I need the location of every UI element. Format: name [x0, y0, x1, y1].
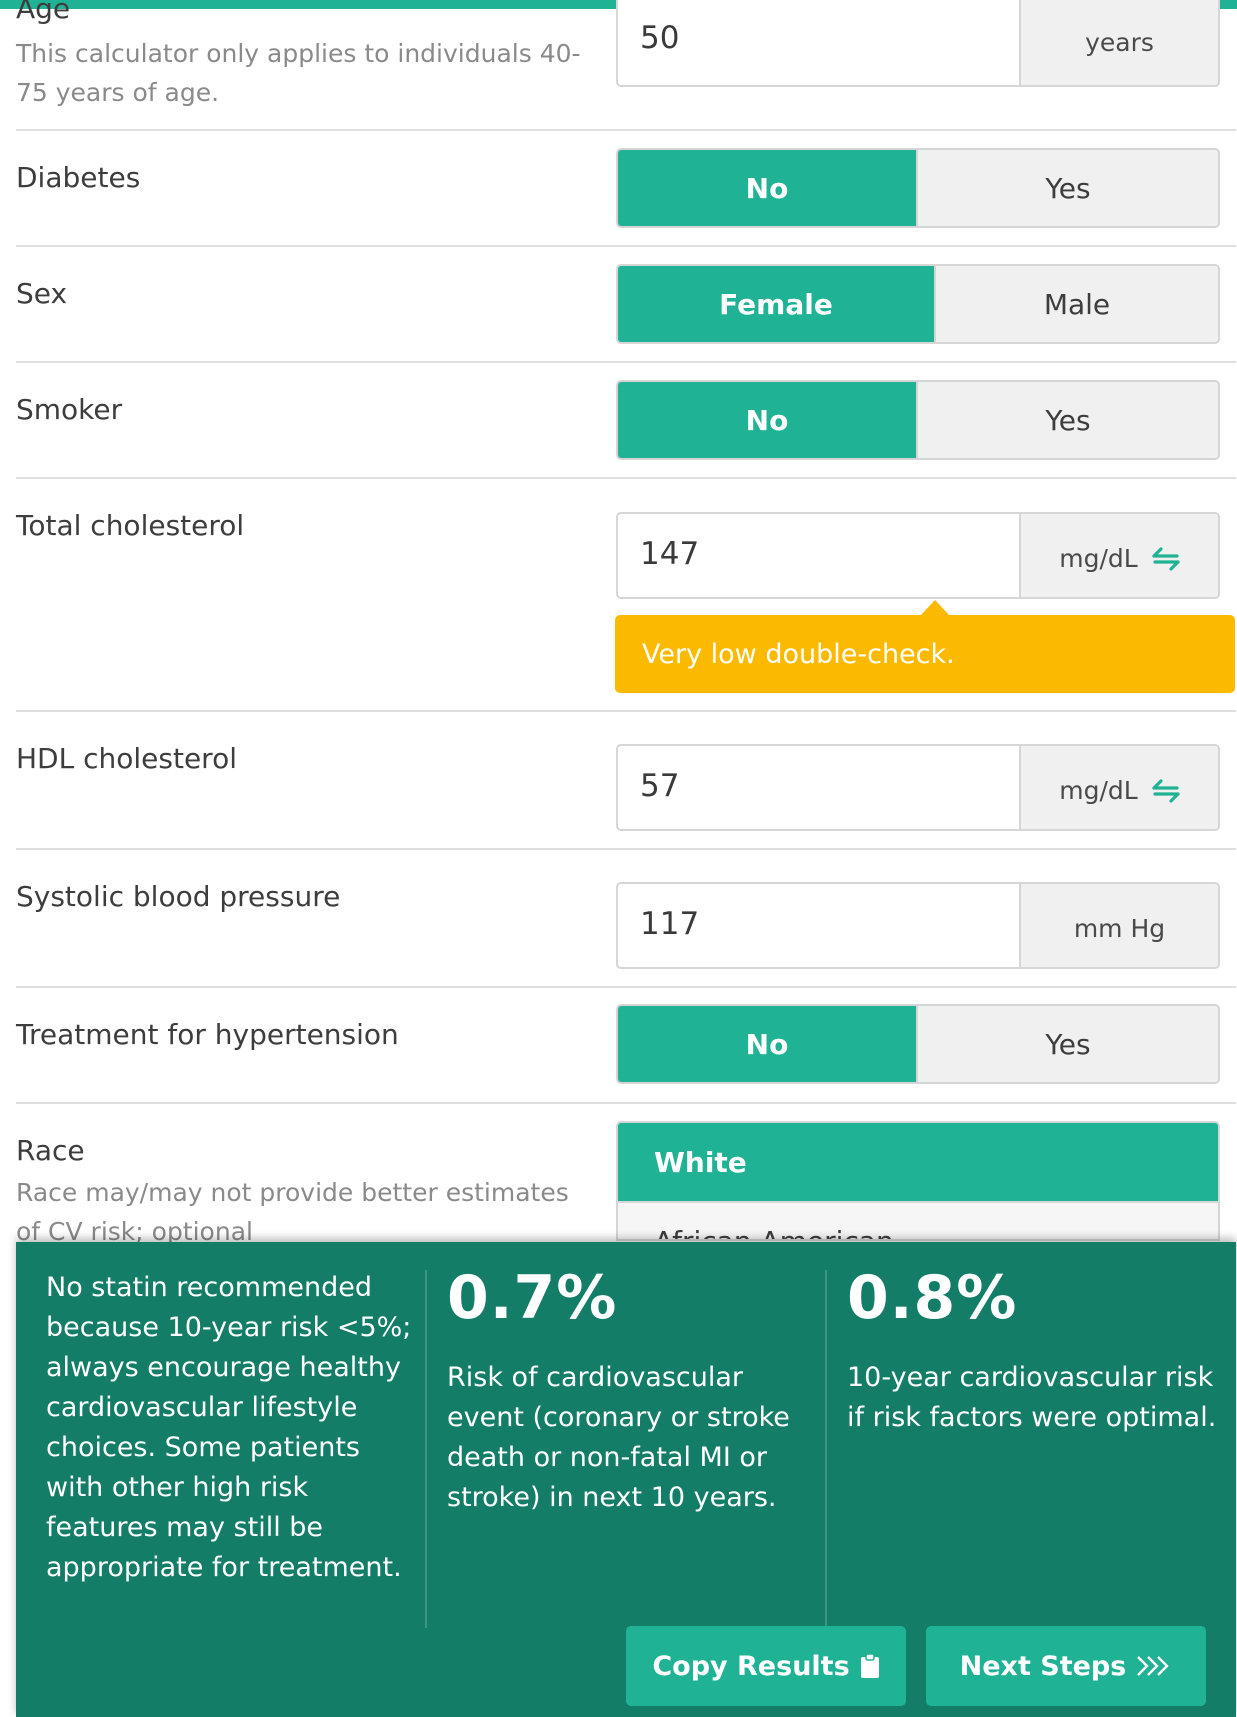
- diabetes-toggle[interactable]: No Yes: [616, 148, 1220, 228]
- warning-pointer: [920, 600, 950, 616]
- results-divider: [425, 1270, 427, 1628]
- sbp-label: Systolic blood pressure: [16, 880, 341, 913]
- next-steps-label: Next Steps: [959, 1650, 1127, 1682]
- results-divider: [825, 1270, 827, 1628]
- hypertension-label: Treatment for hypertension: [16, 1018, 399, 1051]
- statin-recommendation: No statin recommended because 10-year ri…: [46, 1272, 412, 1583]
- next-steps-button[interactable]: Next Steps: [926, 1626, 1206, 1706]
- total-cholesterol-row: Total cholesterol: [16, 479, 1236, 712]
- total-cholesterol-warning: Very low double-check.: [615, 615, 1235, 693]
- smoker-label: Smoker: [16, 393, 123, 426]
- sbp-unit: mm Hg: [1019, 884, 1218, 967]
- optimal-risk-result: 0.8% 10-year cardiovascular risk if risk…: [847, 1268, 1217, 1438]
- sbp-input[interactable]: 117: [640, 906, 700, 942]
- age-label: Age: [16, 0, 71, 25]
- age-field[interactable]: 50 years: [616, 0, 1220, 87]
- sbp-row: Systolic blood pressure: [16, 850, 1236, 988]
- hypertension-no-option[interactable]: No: [618, 1006, 916, 1082]
- diabetes-row: Diabetes: [16, 131, 1236, 247]
- hypertension-yes-option[interactable]: Yes: [916, 1006, 1218, 1082]
- total-cholesterol-unit-toggle[interactable]: mg/dL: [1019, 514, 1218, 597]
- smoker-yes-option[interactable]: Yes: [916, 382, 1218, 458]
- diabetes-label: Diabetes: [16, 161, 141, 194]
- diabetes-no-option[interactable]: No: [618, 150, 916, 226]
- copy-results-label: Copy Results: [652, 1650, 850, 1682]
- total-cholesterol-input[interactable]: 147: [640, 536, 700, 572]
- risk-value: 0.7%: [447, 1263, 618, 1333]
- hypertension-row: Treatment for hypertension: [16, 988, 1236, 1104]
- sbp-field[interactable]: 117 mm Hg: [616, 882, 1220, 969]
- results-panel: No statin recommended because 10-year ri…: [16, 1242, 1236, 1717]
- age-hint: This calculator only applies to individu…: [16, 39, 581, 107]
- swap-units-icon[interactable]: [1152, 546, 1180, 571]
- hdl-label: HDL cholesterol: [16, 742, 237, 775]
- sex-toggle[interactable]: Female Male: [616, 264, 1220, 344]
- chevrons-right-icon: [1136, 1655, 1172, 1677]
- hdl-row: HDL cholesterol: [16, 712, 1236, 850]
- optimal-risk-description: 10-year cardiovascular risk if risk fact…: [847, 1362, 1217, 1433]
- race-row: Race Race may/may not provide better est…: [16, 1104, 1236, 1246]
- race-african-american-option[interactable]: African American: [618, 1201, 1218, 1239]
- race-options[interactable]: White African American: [616, 1121, 1220, 1241]
- age-row: Age This calculator only applies to indi…: [16, 0, 1236, 131]
- hypertension-toggle[interactable]: No Yes: [616, 1004, 1220, 1084]
- total-cholesterol-field[interactable]: 147 mg/dL: [616, 512, 1220, 599]
- sex-male-option[interactable]: Male: [934, 266, 1218, 342]
- sex-label: Sex: [16, 277, 68, 310]
- risk-result: 0.7% Risk of cardiovascular event (coron…: [447, 1268, 827, 1518]
- total-cholesterol-label: Total cholesterol: [16, 509, 245, 542]
- race-white-option[interactable]: White: [618, 1123, 1218, 1201]
- sex-female-option[interactable]: Female: [618, 266, 934, 342]
- hdl-field[interactable]: 57 mg/dL: [616, 744, 1220, 831]
- age-input[interactable]: 50: [640, 20, 680, 56]
- copy-results-button[interactable]: Copy Results: [626, 1626, 906, 1706]
- age-unit: years: [1019, 0, 1218, 85]
- smoker-toggle[interactable]: No Yes: [616, 380, 1220, 460]
- risk-description: Risk of cardiovascular event (coronary o…: [447, 1362, 790, 1513]
- clipboard-icon: [860, 1653, 880, 1679]
- diabetes-yes-option[interactable]: Yes: [916, 150, 1218, 226]
- hdl-unit: mg/dL: [1059, 776, 1138, 805]
- optimal-risk-value: 0.8%: [847, 1263, 1018, 1333]
- smoker-no-option[interactable]: No: [618, 382, 916, 458]
- smoker-row: Smoker: [16, 363, 1236, 479]
- hdl-unit-toggle[interactable]: mg/dL: [1019, 746, 1218, 829]
- sex-row: Sex: [16, 247, 1236, 363]
- total-cholesterol-unit: mg/dL: [1059, 544, 1138, 573]
- race-hint: Race may/may not provide better estimate…: [16, 1178, 569, 1246]
- swap-units-icon[interactable]: [1152, 778, 1180, 803]
- hdl-input[interactable]: 57: [640, 768, 680, 804]
- race-label: Race: [16, 1134, 85, 1167]
